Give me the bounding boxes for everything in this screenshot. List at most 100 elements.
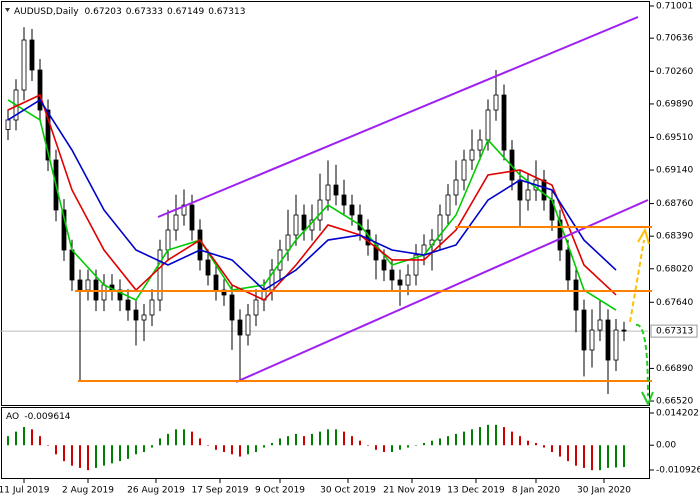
ao-bar [7,436,9,446]
candle-body [157,249,163,301]
current-price-box [650,324,698,338]
y-tick-label: 0.66890 [656,364,693,374]
channel-upper [157,16,639,218]
ao-bar [319,431,321,446]
candle-body [165,229,171,251]
ao-bar [335,429,337,446]
ao-y-tick-label: 0.014202 [656,409,699,419]
ao-bar [447,436,449,446]
candle-body [445,194,451,216]
ao-bar [255,445,257,453]
candle-body [69,249,75,281]
candle-body [213,274,219,291]
ao-bar [351,436,353,446]
ao-bar [559,445,561,457]
y-tick-label: 0.68390 [656,232,693,242]
ao-bar [95,445,97,468]
ao-bar [391,445,393,453]
header-open: 0.67203 [85,7,122,17]
indicator-name: AO [6,412,19,422]
ao-bar [263,445,265,448]
candle-body [285,234,291,251]
candle-body [565,249,571,281]
candle-body [133,309,139,321]
ao-bar [455,433,457,446]
header-icon [5,8,10,12]
candle-body [413,254,419,276]
candle-body [621,329,627,332]
candle-body [597,319,603,331]
candle-body [101,284,107,301]
ao-bar [63,445,65,462]
ao-bar [127,445,129,459]
y-tick-label: 0.68020 [656,264,693,274]
candle-body [93,279,99,301]
x-tick-label: 11 Jul 2019 [0,486,50,496]
x-tick-label: 30 Oct 2019 [320,486,376,496]
ao-bar [367,445,369,446]
ao-bar [191,431,193,446]
ao-bar [103,445,105,466]
candle-body [381,259,387,271]
candle-body [45,109,51,161]
ao-bar [159,438,161,446]
candle-body [437,214,443,241]
ao-bar [615,445,617,468]
candle-body [405,274,411,286]
ao-bar [415,445,417,446]
candle-body [181,204,187,216]
ao-bar [87,445,89,471]
indicator-frame [1,407,650,479]
ao-bar [591,445,593,471]
ao-bar [143,445,145,453]
ao-bar [535,442,537,446]
ao-bar [431,440,433,446]
candle-body [589,329,595,351]
ao-bar [343,431,345,446]
candle-body [453,179,459,196]
candle-body [173,214,179,231]
ao-bar [167,433,169,446]
ao-bar [55,445,57,455]
candle-body [501,94,507,151]
ao-bar [231,445,233,455]
candle-body [573,279,579,311]
ao-bar [375,445,377,450]
moving-average [7,99,617,311]
candle-body [469,149,475,161]
candle-body [349,204,355,216]
ao-bar [423,442,425,446]
ao-bar [527,440,529,446]
ao-bar [311,433,313,446]
plot [0,27,648,394]
candle-body [61,209,67,251]
candle-body [149,299,155,316]
x-tick-label: 2 Aug 2019 [62,486,114,496]
ao-bar [519,436,521,446]
ao-bar [487,424,489,446]
ao-bar [583,445,585,468]
candle-body [21,39,27,91]
ao-bar [551,445,553,453]
ao-bar [239,445,241,457]
ao-bar [247,445,249,455]
ao-bar [479,427,481,446]
current-price-label: 0.67313 [656,327,693,337]
ao-bar [599,445,601,471]
ao-bar [71,445,73,466]
indicator-value: -0.009614 [24,412,70,422]
candle-body [253,299,259,316]
candle-body [357,214,363,231]
moving-average [7,98,617,292]
ao-bar [31,429,33,446]
candle-body [141,314,147,321]
candle-body [205,259,211,276]
ao-bar [47,445,49,446]
ao-bar [175,429,177,446]
ao-bar [407,445,409,448]
candle-body [229,294,235,321]
arrow-head [637,227,650,245]
x-tick-label: 30 Jan 2020 [577,486,631,496]
candle-body [189,204,195,231]
